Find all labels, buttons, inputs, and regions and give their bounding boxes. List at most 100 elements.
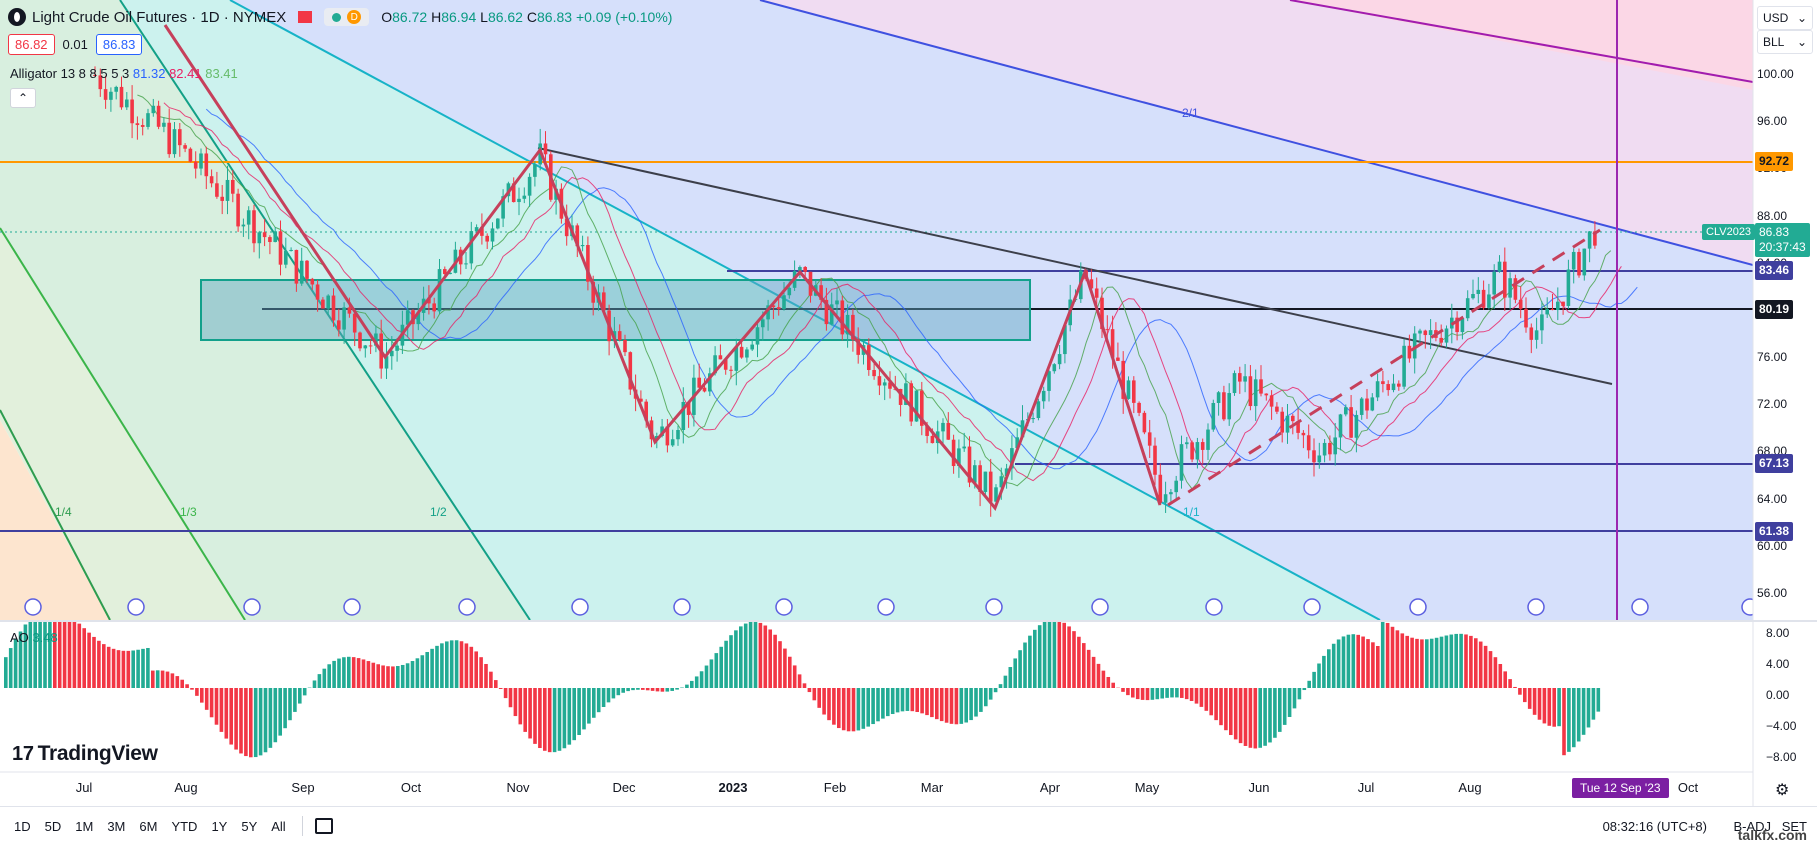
time-axis-label: Aug (1458, 780, 1482, 795)
calendar-icon[interactable] (314, 818, 333, 834)
ao-bar (195, 688, 199, 696)
candle-body (1365, 398, 1369, 411)
ao-bar (758, 622, 763, 688)
ao-bar (1214, 688, 1218, 721)
ao-bar (170, 673, 175, 688)
time-axis-label: May (1134, 780, 1160, 795)
collapse-legend-button[interactable]: ⌃ (10, 88, 36, 108)
timeframe-button[interactable]: YTD (171, 818, 198, 834)
event-marker-icon (775, 598, 793, 616)
candle-body (1142, 412, 1147, 433)
ao-bar (1194, 688, 1199, 704)
candle-body (1529, 327, 1534, 340)
ao-bar (1410, 637, 1414, 688)
ao-bar (283, 688, 287, 729)
timeframe-button[interactable]: 6M (139, 818, 158, 834)
candle-body (835, 300, 839, 305)
ao-bar (768, 629, 772, 688)
time-axis-label: 2023 (718, 780, 748, 795)
ao-bar (126, 650, 131, 688)
unit-selector[interactable]: BLL ⌄ (1757, 30, 1813, 54)
candle-body (114, 86, 118, 92)
candle-body (395, 345, 399, 351)
candle-body (670, 439, 675, 446)
ao-bar (77, 623, 82, 688)
ao-bar (513, 688, 518, 717)
sell-price-button[interactable]: 86.82 (8, 34, 55, 55)
currency-selector[interactable]: USD ⌄ (1757, 6, 1813, 30)
ao-axis-label: −8.00 (1766, 750, 1797, 764)
candle-body (755, 327, 760, 345)
alligator-legend[interactable]: Alligator 13 8 8 5 5 3 81.32 82.41 83.41 (10, 66, 238, 81)
timeframe-button[interactable]: 3M (107, 818, 126, 834)
ao-bar (185, 684, 189, 688)
candle-body (1132, 380, 1136, 403)
timeframe-button[interactable]: 5Y (241, 818, 258, 834)
ao-bar (317, 674, 322, 688)
timeframe-button[interactable]: 1Y (211, 818, 228, 834)
spread-value: 0.01 (62, 37, 88, 52)
candle-body (437, 269, 442, 312)
ao-bar (1258, 688, 1262, 748)
candle-body (543, 143, 548, 155)
ao-bar (1508, 679, 1512, 688)
timeframe-button[interactable]: All (271, 818, 286, 834)
event-marker-icon (24, 598, 42, 616)
ao-bar (665, 688, 670, 692)
chart-canvas[interactable]: 1/4 1/3 1/2 1/1 2/1 (0, 0, 1817, 806)
candle-body (209, 176, 214, 184)
timeframe-button[interactable]: 1D (14, 818, 31, 834)
ao-bar (1376, 646, 1380, 688)
candle-body (496, 218, 500, 229)
ao-bar (1219, 688, 1223, 726)
ao-bar (1327, 649, 1331, 688)
price-level-tag: 80.19 (1755, 299, 1794, 319)
timeframe-button[interactable]: 1M (75, 818, 94, 834)
ao-bar (837, 688, 841, 729)
candle-body (284, 250, 288, 265)
ao-bar (200, 688, 204, 703)
ao-bar (1464, 634, 1468, 688)
ao-bar (1037, 625, 1042, 688)
timeframe-button[interactable]: 5D (44, 818, 62, 834)
ao-bar (459, 641, 464, 688)
event-markers (24, 598, 1753, 616)
ao-bar (1312, 671, 1316, 688)
buy-price-button[interactable]: 86.83 (95, 34, 143, 55)
ao-bar (998, 684, 1003, 688)
candle-body (1397, 383, 1401, 387)
ao-bar (474, 651, 478, 688)
ao-bar (1160, 688, 1164, 699)
ao-bar (410, 661, 415, 688)
ao-bar (131, 650, 135, 688)
b-adj-toggle[interactable]: B-ADJ (1733, 819, 1771, 834)
status-pill[interactable]: D (324, 8, 370, 26)
ao-bar (988, 688, 993, 700)
ao-bar (1557, 688, 1561, 727)
ao-histogram (4, 622, 1601, 758)
ao-bar (895, 688, 900, 713)
ao-bar (1140, 688, 1145, 700)
session-toggle[interactable]: SET (1781, 819, 1807, 834)
candle-body (1412, 333, 1417, 359)
tradingview-logo[interactable]: 17 TradingView (12, 742, 158, 765)
candle-body (1185, 442, 1189, 445)
ao-legend[interactable]: AO 3.48 (10, 630, 58, 645)
candle-body (1296, 421, 1300, 433)
price-level-tag: 67.13 (1755, 453, 1794, 473)
candle-body (167, 122, 171, 155)
candle-body (1211, 402, 1216, 430)
candle-body (676, 430, 680, 440)
bid-ask-row: 86.82 0.01 86.83 (8, 34, 143, 55)
candle-body (517, 198, 521, 203)
event-marker-icon (1527, 598, 1545, 616)
ao-bar (229, 688, 233, 745)
settings-gear-icon[interactable]: ⚙ (1775, 782, 1790, 799)
candle-body (904, 383, 908, 405)
clock[interactable]: 08:32:16 (UTC+8) (1602, 819, 1707, 834)
symbol-title[interactable]: Light Crude Oil Futures · 1D · NYMEX (32, 8, 287, 26)
candle-body (1556, 301, 1560, 311)
alligator-line (137, 94, 1612, 490)
candle-body (1243, 376, 1247, 382)
divider (301, 816, 303, 836)
